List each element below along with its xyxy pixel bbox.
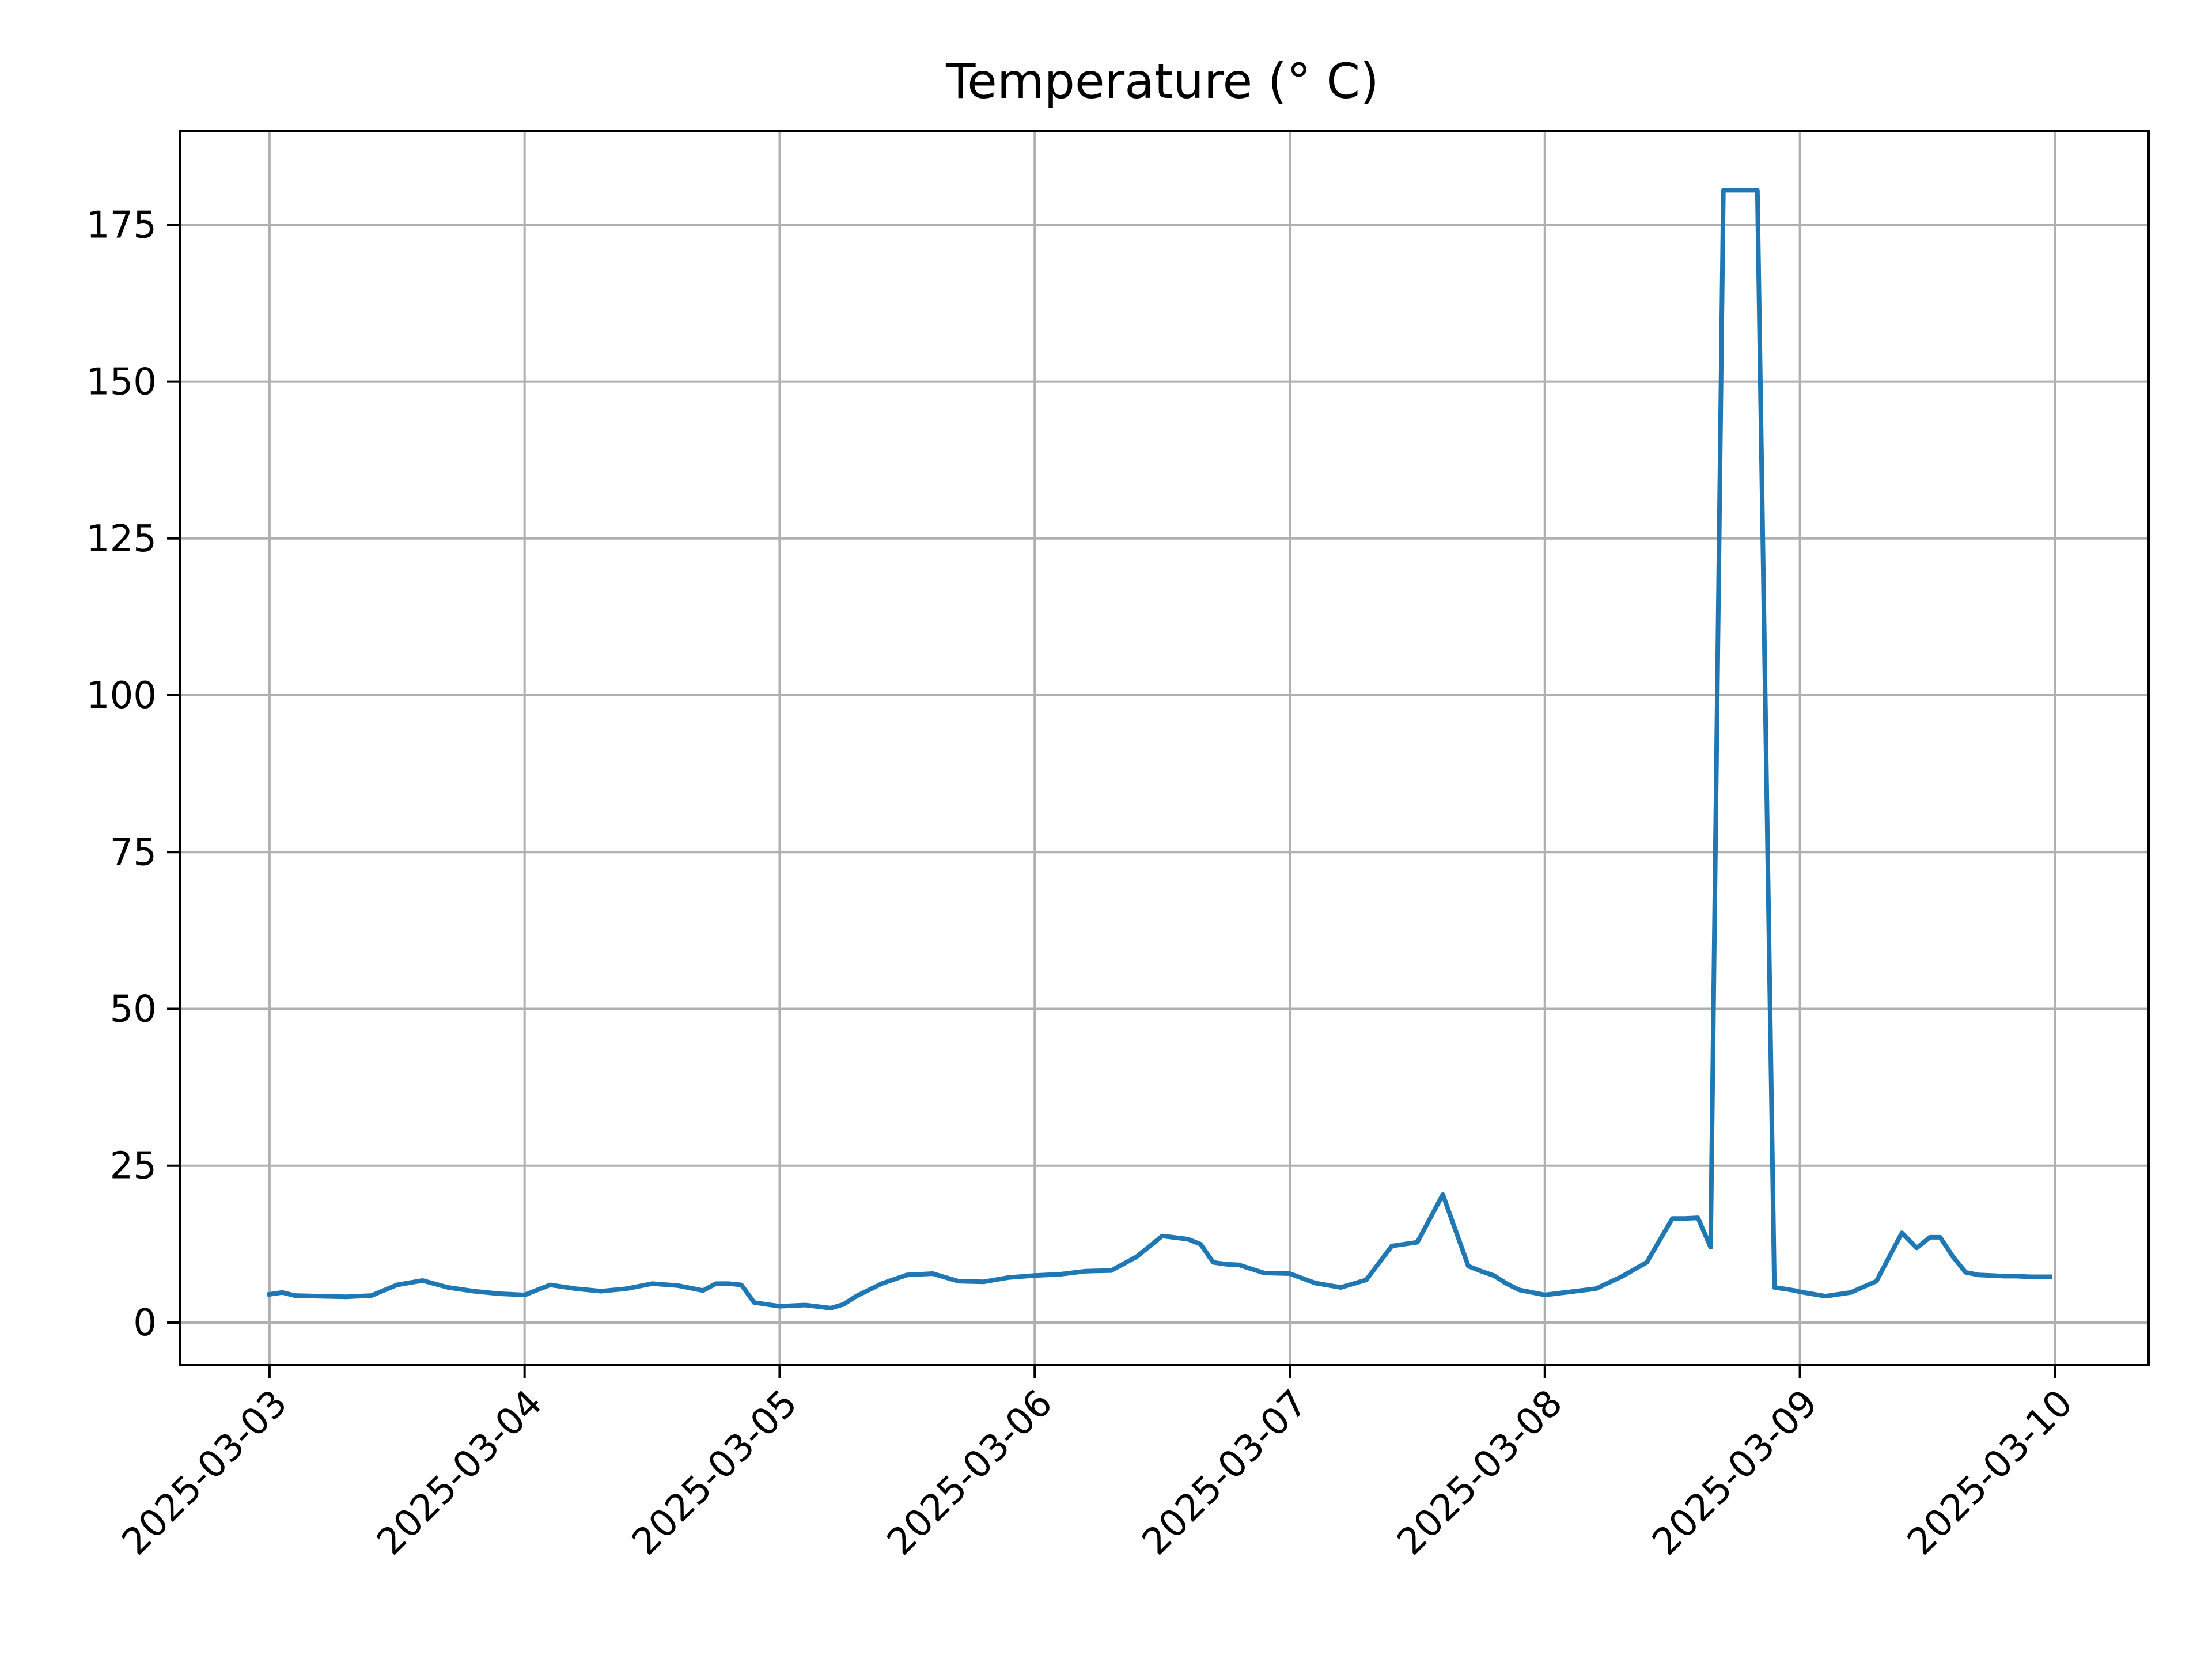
y-tick-label: 150 bbox=[86, 361, 157, 404]
grid-lines bbox=[180, 131, 2149, 1365]
y-tick-label: 0 bbox=[133, 1302, 157, 1344]
y-tick-label: 75 bbox=[110, 831, 157, 874]
y-tick-label: 125 bbox=[86, 518, 157, 560]
data-line-layer bbox=[267, 188, 2052, 1310]
y-tick-label: 175 bbox=[86, 204, 157, 247]
plot-frame bbox=[179, 130, 2150, 1366]
y-tick-label: 25 bbox=[110, 1145, 157, 1188]
y-tick-label: 50 bbox=[110, 988, 157, 1031]
temperature-series-line bbox=[267, 188, 2052, 1310]
chart-title: Temperature (° C) bbox=[945, 53, 1379, 109]
y-tick-label: 100 bbox=[86, 675, 157, 717]
